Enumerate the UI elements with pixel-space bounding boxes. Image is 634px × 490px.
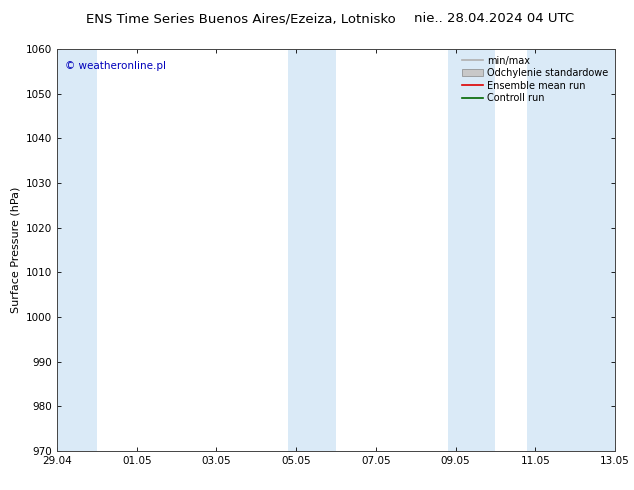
Legend: min/max, Odchylenie standardowe, Ensemble mean run, Controll run: min/max, Odchylenie standardowe, Ensembl…	[460, 54, 610, 105]
Text: nie.. 28.04.2024 04 UTC: nie.. 28.04.2024 04 UTC	[415, 12, 574, 25]
Text: ENS Time Series Buenos Aires/Ezeiza, Lotnisko: ENS Time Series Buenos Aires/Ezeiza, Lot…	[86, 12, 396, 25]
Y-axis label: Surface Pressure (hPa): Surface Pressure (hPa)	[10, 187, 20, 313]
Bar	[448, 49, 495, 451]
Text: © weatheronline.pl: © weatheronline.pl	[65, 61, 167, 71]
Bar	[288, 49, 336, 451]
Bar	[527, 49, 623, 451]
Bar	[49, 49, 97, 451]
